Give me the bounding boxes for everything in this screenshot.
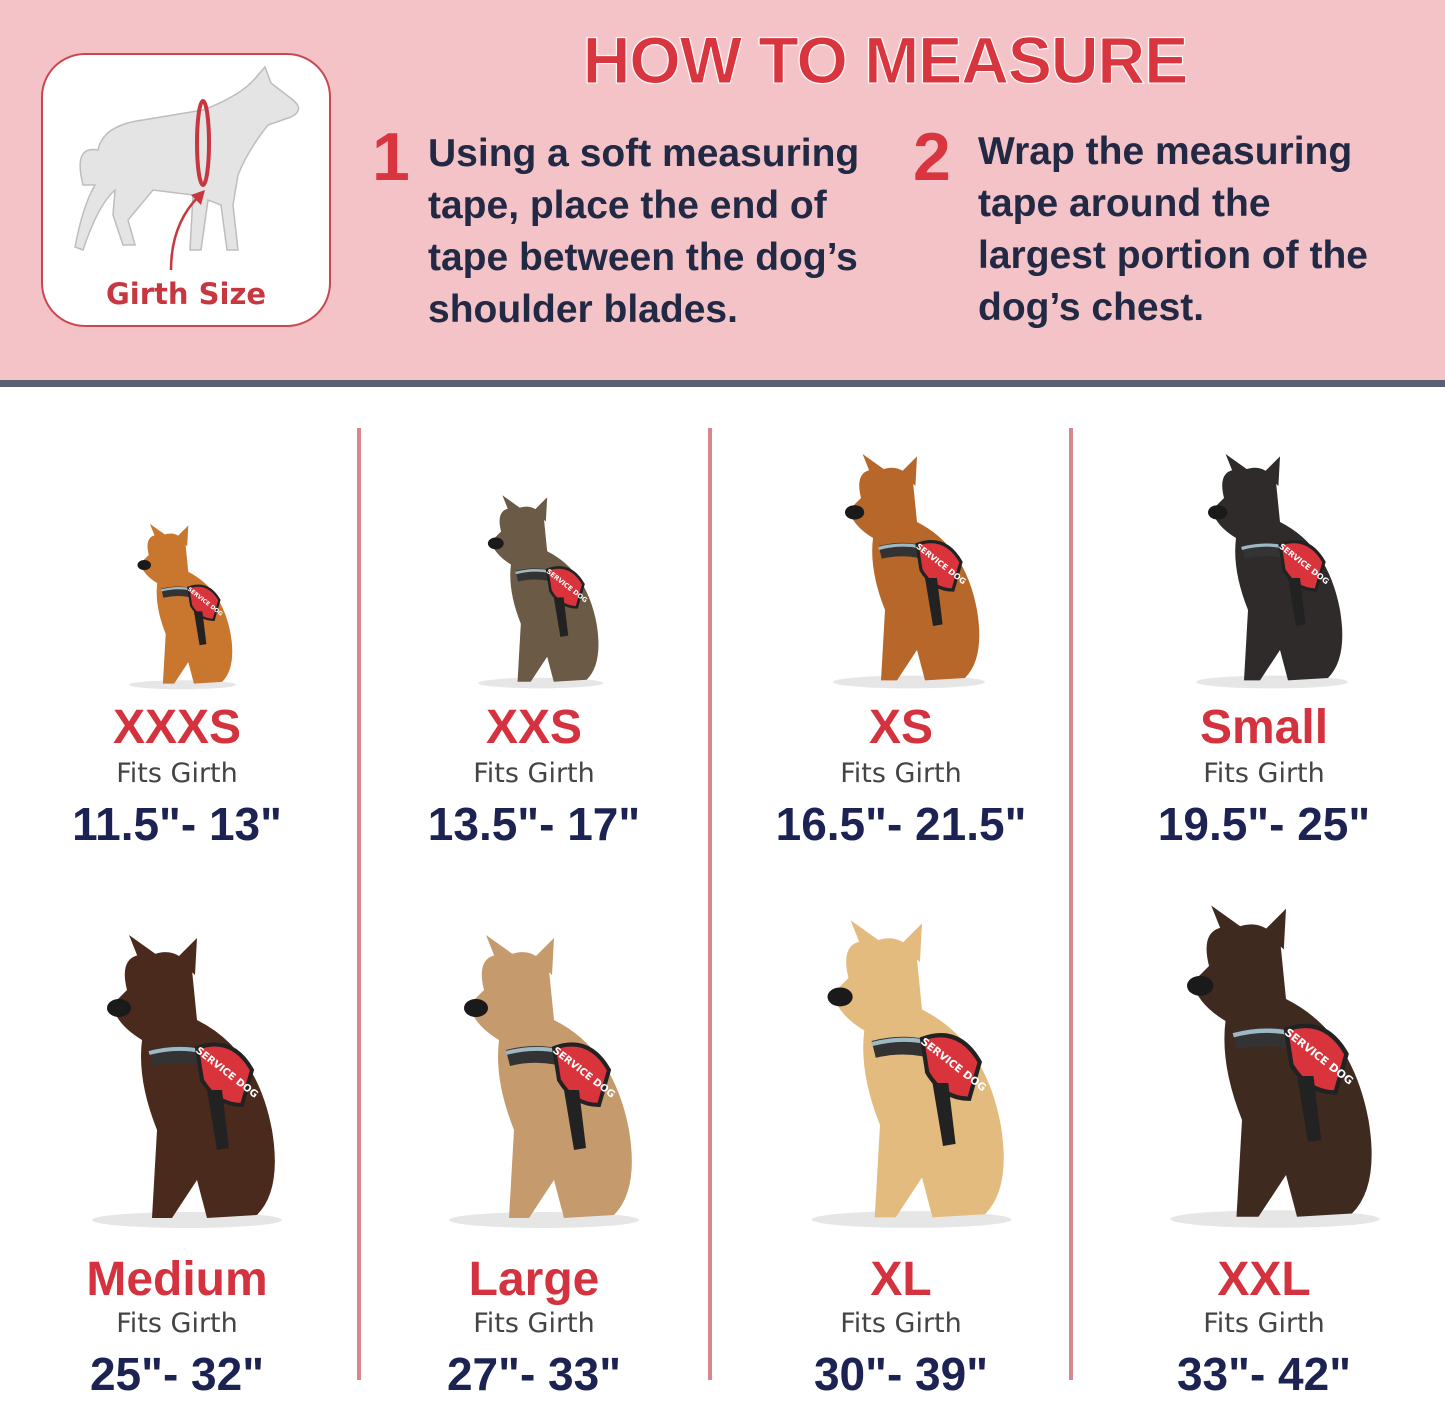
step-2-text: Wrap the measuring tape around the large… (978, 130, 1368, 329)
step-1-number: 1 (372, 119, 410, 195)
fits-girth-label: Fits Girth (840, 758, 962, 789)
step-2-number: 2 (913, 119, 951, 195)
dog-photo: SERVICE DOG (129, 523, 237, 689)
dog-photo: SERVICE DOG (811, 920, 1012, 1228)
size-label: XS (868, 701, 934, 754)
page-title: HOW TO MEASURE (582, 23, 1188, 98)
girth-diagram-card: Girth Size (41, 53, 331, 327)
girth-size-label: Girth Size (105, 277, 267, 311)
girth-range: 13.5"- 17" (427, 798, 641, 850)
dog-photo: SERVICE DOG (1170, 905, 1380, 1228)
girth-range: 19.5"- 25" (1157, 798, 1371, 850)
size-label: XL (870, 1253, 932, 1306)
size-label: Large (468, 1253, 600, 1306)
size-label: XXXS (112, 701, 242, 754)
fits-girth-label: Fits Girth (1203, 758, 1325, 789)
size-label: Small (1199, 701, 1329, 754)
girth-range: 30"- 39" (813, 1348, 989, 1400)
dog-photo: SERVICE DOG (449, 935, 639, 1228)
fits-girth-label: Fits Girth (116, 758, 238, 789)
size-label: XXS (485, 701, 583, 754)
size-label: XXL (1217, 1253, 1311, 1306)
girth-range: 25"- 32" (89, 1348, 265, 1400)
dog-photo: SERVICE DOG (1196, 454, 1348, 689)
column-divider (357, 428, 361, 1380)
girth-range: 33"- 42" (1176, 1348, 1352, 1400)
dog-photo: SERVICE DOG (478, 495, 604, 689)
girth-range: 11.5"- 13" (72, 798, 282, 850)
fits-girth-label: Fits Girth (1203, 1308, 1325, 1339)
fits-girth-label: Fits Girth (840, 1308, 962, 1339)
fits-girth-label: Fits Girth (473, 758, 595, 789)
fits-girth-label: Fits Girth (116, 1308, 238, 1339)
column-divider (708, 428, 712, 1380)
how-to-measure-header: Girth Size HOW TO MEASURE 1 Using a soft… (0, 0, 1445, 380)
size-label: Medium (86, 1253, 268, 1306)
header-divider-band (0, 380, 1445, 387)
girth-range: 16.5"- 21.5" (775, 798, 1027, 850)
column-divider (1069, 428, 1073, 1380)
dog-photo: SERVICE DOG (833, 454, 985, 689)
step-1-text: Using a soft measuring tape, place the e… (428, 132, 860, 331)
girth-range: 27"- 33" (446, 1348, 622, 1400)
fits-girth-label: Fits Girth (473, 1308, 595, 1339)
dog-girth-illustration (74, 65, 300, 271)
dog-photo: SERVICE DOG (92, 935, 282, 1228)
